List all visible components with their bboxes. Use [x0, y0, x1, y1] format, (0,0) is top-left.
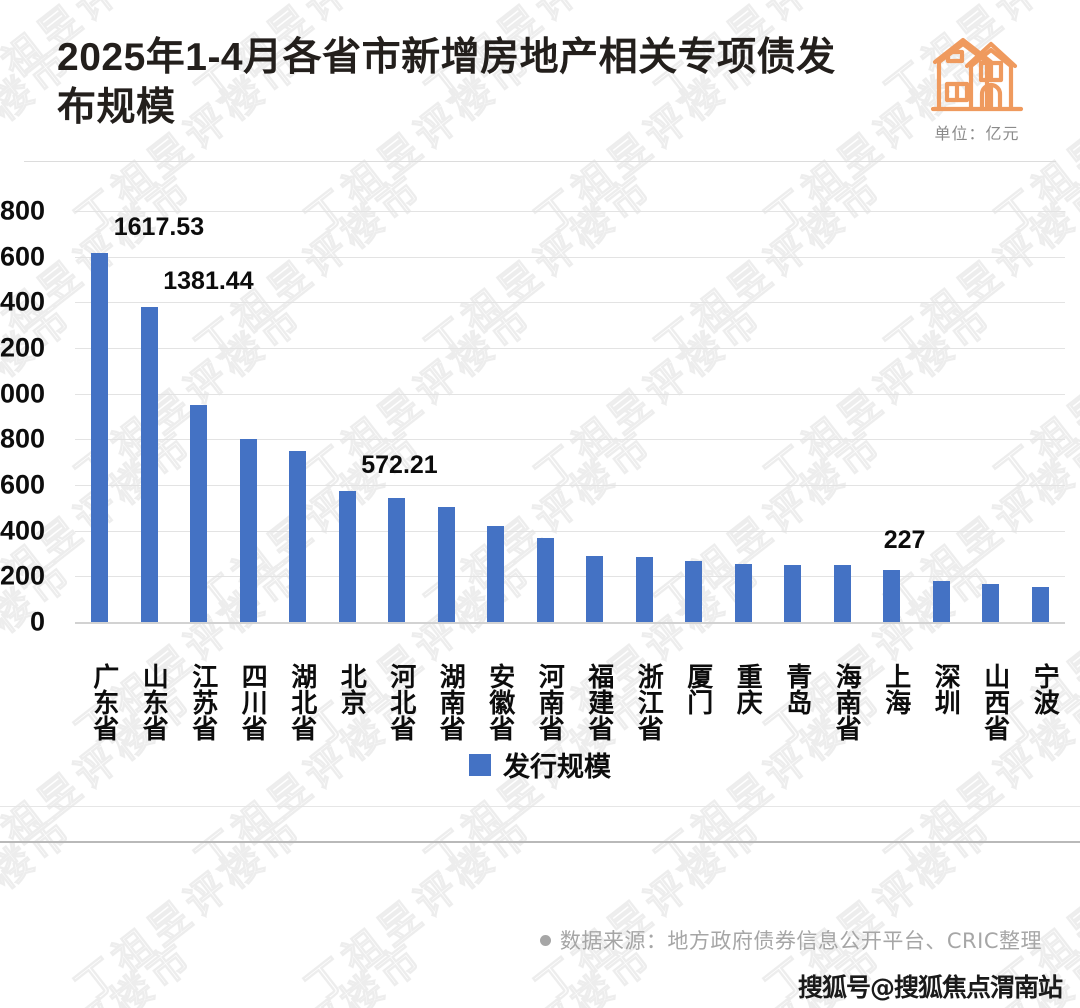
legend-label: 发行规模: [503, 752, 611, 783]
x-axis-tick-label: 重庆: [732, 663, 763, 715]
y-axis-tick-label: 0: [29, 606, 45, 637]
bar-value-label: 1381.44: [163, 266, 254, 295]
bar[interactable]: [1031, 586, 1049, 622]
bar[interactable]: [883, 570, 901, 622]
gridline: [75, 302, 1065, 304]
y-axis-tick-label: 400: [0, 515, 45, 546]
bar[interactable]: [239, 439, 257, 622]
house-icon: [930, 37, 1024, 112]
x-axis-tick-label: 青岛: [781, 663, 812, 715]
x-axis-tick-label: 浙江省: [633, 663, 664, 741]
bar-value-label: 227: [883, 526, 926, 555]
bullet-icon: [539, 934, 551, 946]
bar[interactable]: [635, 556, 653, 622]
x-axis-tick-label: 深圳: [930, 663, 961, 715]
y-axis-tick-label: 800: [0, 423, 45, 454]
footer-divider-bottom: [0, 841, 1080, 843]
publisher-watermark: 搜狐号@搜狐焦点渭南站: [797, 973, 1063, 1002]
bar[interactable]: [91, 252, 109, 622]
y-axis-tick-label: 1200: [0, 332, 45, 363]
bar-chart: 0 200 400 600 800 1000 1200 1400 1600 1800 广东省山东省江…: [0, 180, 1080, 800]
x-axis-tick-label: 安徽省: [484, 663, 515, 741]
data-source-note: 数据来源：地方政府债券信息公开平台、CRIC整理: [539, 925, 1042, 955]
bar[interactable]: [586, 555, 604, 622]
gridline: [75, 393, 1065, 395]
bar[interactable]: [734, 563, 752, 622]
x-axis-tick-label: 湖北省: [286, 663, 317, 741]
x-axis-tick-label: 上海: [880, 663, 911, 715]
x-axis-tick-label: 厦门: [682, 663, 713, 715]
gridline: [75, 348, 1065, 349]
x-axis-tick-label: 北京: [336, 663, 367, 715]
plot-area: 0 200 400 600 800 1000 1200 1400 1600 1800 广东省山东省江…: [0, 196, 1065, 741]
y-axis-tick-label: 200: [0, 560, 45, 591]
watermark-text: 丁祖昱评楼市: [181, 925, 434, 1008]
bar[interactable]: [190, 405, 208, 622]
x-axis-tick-label: 江苏省: [187, 663, 218, 741]
x-axis-line: [75, 622, 1065, 624]
bar[interactable]: [388, 497, 406, 622]
x-axis-tick-label: 福建省: [583, 663, 614, 741]
gridline: [75, 439, 1065, 441]
bar-value-label: 572.21: [361, 451, 438, 480]
bar[interactable]: [289, 450, 307, 622]
watermark-text: 丁祖昱评楼市: [67, 805, 314, 1008]
gridline: [75, 256, 1065, 258]
gridline: [75, 530, 1065, 532]
chart-header: 2025年1-4月各省市新增房地产相关专项债发布规模 单位：亿元: [0, 0, 1080, 163]
legend-swatch-icon: [469, 753, 491, 776]
data-source-text: 数据来源：地方政府债券信息公开平台、CRIC整理: [559, 929, 1042, 953]
watermark-text: 丁祖昱评楼市: [0, 805, 84, 1008]
x-axis-tick-label: 广东省: [88, 663, 119, 741]
bar[interactable]: [784, 564, 802, 622]
bar[interactable]: [140, 306, 158, 622]
bar[interactable]: [536, 537, 554, 622]
x-axis-tick-label: 宁波: [1029, 663, 1060, 715]
bar[interactable]: [437, 506, 455, 622]
bar[interactable]: [685, 560, 703, 622]
gridline: [75, 211, 1065, 212]
y-axis-tick-label: 1400: [0, 286, 45, 317]
y-axis-tick-label: 1000: [0, 378, 45, 409]
bar[interactable]: [833, 564, 851, 622]
bar[interactable]: [487, 526, 505, 622]
x-axis-tick-label: 湖南省: [435, 663, 466, 741]
bar[interactable]: [338, 491, 356, 622]
bar[interactable]: [982, 583, 1000, 622]
unit-block: 单位：亿元: [902, 22, 1052, 144]
page-title: 2025年1-4月各省市新增房地产相关专项债发布规模: [57, 36, 836, 129]
y-axis-tick-label: 600: [0, 469, 45, 500]
header-divider: [24, 161, 1056, 162]
bar[interactable]: [932, 580, 950, 622]
y-axis-tick-label: 1600: [0, 241, 45, 272]
x-axis-tick-label: 河南省: [534, 663, 565, 741]
watermark-text: 丁祖昱评楼市: [297, 805, 544, 1008]
y-axis-tick-label: 1800: [0, 195, 45, 226]
bar-value-label: 1617.53: [113, 212, 205, 241]
x-axis-tick-label: 四川省: [237, 663, 268, 741]
gridline: [75, 576, 1065, 578]
chart-legend: 发行规模: [0, 745, 1080, 784]
x-axis-tick-label: 海南省: [831, 663, 862, 741]
footer-divider-top: [0, 806, 1080, 807]
x-axis-tick-label: 山西省: [979, 663, 1010, 741]
x-axis-tick-label: 河北省: [385, 663, 416, 741]
gridline: [75, 485, 1065, 486]
x-axis-tick-label: 山东省: [138, 663, 169, 741]
watermark-text: 丁祖昱评楼市: [527, 805, 774, 1008]
watermark-text: 丁祖昱评楼市: [0, 925, 205, 1008]
unit-label: 单位：亿元: [934, 124, 1020, 143]
